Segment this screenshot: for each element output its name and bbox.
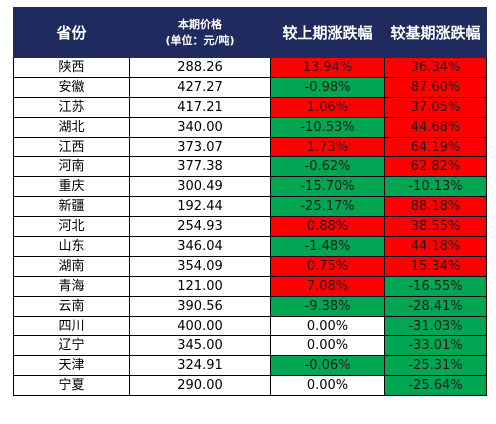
base-change-cell: -25.64% <box>384 375 487 397</box>
table-row: 青海 121.00 7.08% -16.55% <box>13 275 487 297</box>
price-cell: 346.04 <box>129 236 271 257</box>
base-change-cell: -31.03% <box>384 315 487 337</box>
province-cell: 新疆 <box>13 196 130 218</box>
prev-change-cell: 7.08% <box>270 275 385 297</box>
price-cell: 192.44 <box>129 196 271 218</box>
header-province: 省份 <box>13 7 130 58</box>
table-row: 重庆 300.49 -15.70% -10.13% <box>13 176 487 198</box>
prev-change-cell: -0.06% <box>270 355 385 377</box>
price-cell: 400.00 <box>129 315 271 337</box>
table-body: 陕西 288.26 13.94% 36.34% 安徽 427.27 -0.98% 87.60%… <box>13 57 487 397</box>
prev-change-cell: -0.98% <box>270 76 385 98</box>
price-cell: 390.56 <box>129 295 271 317</box>
base-change-cell: -25.31% <box>384 355 487 377</box>
price-cell: 417.21 <box>129 96 271 118</box>
province-cell: 宁夏 <box>13 375 130 397</box>
price-cell: 300.49 <box>129 176 271 198</box>
header-price-unit: (单位：元/吨) <box>165 33 235 47</box>
table-row: 云南 390.56 -9.38% -28.41% <box>13 295 487 317</box>
base-change-cell: -28.41% <box>384 295 487 317</box>
province-cell: 湖南 <box>13 255 130 277</box>
prev-change-cell: 1.73% <box>270 136 385 158</box>
base-change-cell: 64.19% <box>384 136 487 158</box>
prev-change-cell: -10.53% <box>270 116 385 138</box>
prev-change-cell: -15.70% <box>270 176 385 198</box>
prev-change-cell: 1.06% <box>270 96 385 118</box>
base-change-cell: 88.18% <box>384 196 487 218</box>
province-cell: 山东 <box>13 236 130 257</box>
prev-change-cell: 13.94% <box>270 57 385 78</box>
price-cell: 254.93 <box>129 216 271 238</box>
table-row: 江西 373.07 1.73% 64.19% <box>13 136 487 158</box>
table-row: 辽宁 345.00 0.00% -33.01% <box>13 335 487 357</box>
province-cell: 重庆 <box>13 176 130 198</box>
province-cell: 天津 <box>13 355 130 377</box>
prev-change-cell: 0.00% <box>270 375 385 397</box>
base-change-cell: -33.01% <box>384 335 487 357</box>
price-cell: 377.38 <box>129 156 271 178</box>
base-change-cell: 15.34% <box>384 255 487 277</box>
price-cell: 290.00 <box>129 375 271 397</box>
price-cell: 345.00 <box>129 335 271 357</box>
table-row: 安徽 427.27 -0.98% 87.60% <box>13 76 487 98</box>
price-cell: 340.00 <box>129 116 271 138</box>
prev-change-cell: 0.00% <box>270 335 385 357</box>
prev-change-cell: 0.75% <box>270 255 385 277</box>
province-cell: 江西 <box>13 136 130 158</box>
table-row: 新疆 192.44 -25.17% 88.18% <box>13 196 487 218</box>
table-row: 河南 377.38 -0.62% 62.82% <box>13 156 487 178</box>
header-price: 本期价格 (单位：元/吨) <box>129 7 271 58</box>
prev-change-cell: -1.48% <box>270 236 385 257</box>
province-cell: 河南 <box>13 156 130 178</box>
table-row: 湖南 354.09 0.75% 15.34% <box>13 255 487 277</box>
table-header: 省份 本期价格 (单位：元/吨) 较上期涨跌幅 较基期涨跌幅 <box>13 7 487 58</box>
province-cell: 陕西 <box>13 57 130 78</box>
header-price-title: 本期价格 <box>178 17 222 31</box>
table-row: 陕西 288.26 13.94% 36.34% <box>13 57 487 78</box>
prev-change-cell: -0.62% <box>270 156 385 178</box>
base-change-cell: 44.18% <box>384 236 487 257</box>
price-cell: 427.27 <box>129 76 271 98</box>
province-cell: 湖北 <box>13 116 130 138</box>
base-change-cell: -16.55% <box>384 275 487 297</box>
base-change-cell: 62.82% <box>384 156 487 178</box>
province-cell: 辽宁 <box>13 335 130 357</box>
table-row: 山东 346.04 -1.48% 44.18% <box>13 236 487 257</box>
price-cell: 373.07 <box>129 136 271 158</box>
province-cell: 四川 <box>13 315 130 337</box>
table-row: 河北 254.93 0.88% 38.55% <box>13 216 487 238</box>
province-cell: 青海 <box>13 275 130 297</box>
price-cell: 324.91 <box>129 355 271 377</box>
base-change-cell: -10.13% <box>384 176 487 198</box>
table-row: 宁夏 290.00 0.00% -25.64% <box>13 375 487 397</box>
prev-change-cell: 0.88% <box>270 216 385 238</box>
table-row: 天津 324.91 -0.06% -25.31% <box>13 355 487 377</box>
table-row: 四川 400.00 0.00% -31.03% <box>13 315 487 337</box>
province-cell: 河北 <box>13 216 130 238</box>
price-cell: 121.00 <box>129 275 271 297</box>
price-change-table: 省份 本期价格 (单位：元/吨) 较上期涨跌幅 较基期涨跌幅 陕西 288.26 1… <box>13 7 487 397</box>
province-cell: 云南 <box>13 295 130 317</box>
price-cell: 354.09 <box>129 255 271 277</box>
province-cell: 安徽 <box>13 76 130 98</box>
prev-change-cell: -9.38% <box>270 295 385 317</box>
header-row: 省份 本期价格 (单位：元/吨) 较上期涨跌幅 较基期涨跌幅 <box>13 7 487 58</box>
base-change-cell: 37.05% <box>384 96 487 118</box>
table-row: 湖北 340.00 -10.53% 44.68% <box>13 116 487 138</box>
base-change-cell: 44.68% <box>384 116 487 138</box>
prev-change-cell: -25.17% <box>270 196 385 218</box>
base-change-cell: 87.60% <box>384 76 487 98</box>
base-change-cell: 36.34% <box>384 57 487 78</box>
table-row: 江苏 417.21 1.06% 37.05% <box>13 96 487 118</box>
price-table-container: 省份 本期价格 (单位：元/吨) 较上期涨跌幅 较基期涨跌幅 陕西 288.26 1… <box>13 7 487 397</box>
base-change-cell: 38.55% <box>384 216 487 238</box>
price-cell: 288.26 <box>129 57 271 78</box>
header-prev-change: 较上期涨跌幅 <box>270 7 385 58</box>
province-cell: 江苏 <box>13 96 130 118</box>
prev-change-cell: 0.00% <box>270 315 385 337</box>
header-base-change: 较基期涨跌幅 <box>384 7 487 58</box>
